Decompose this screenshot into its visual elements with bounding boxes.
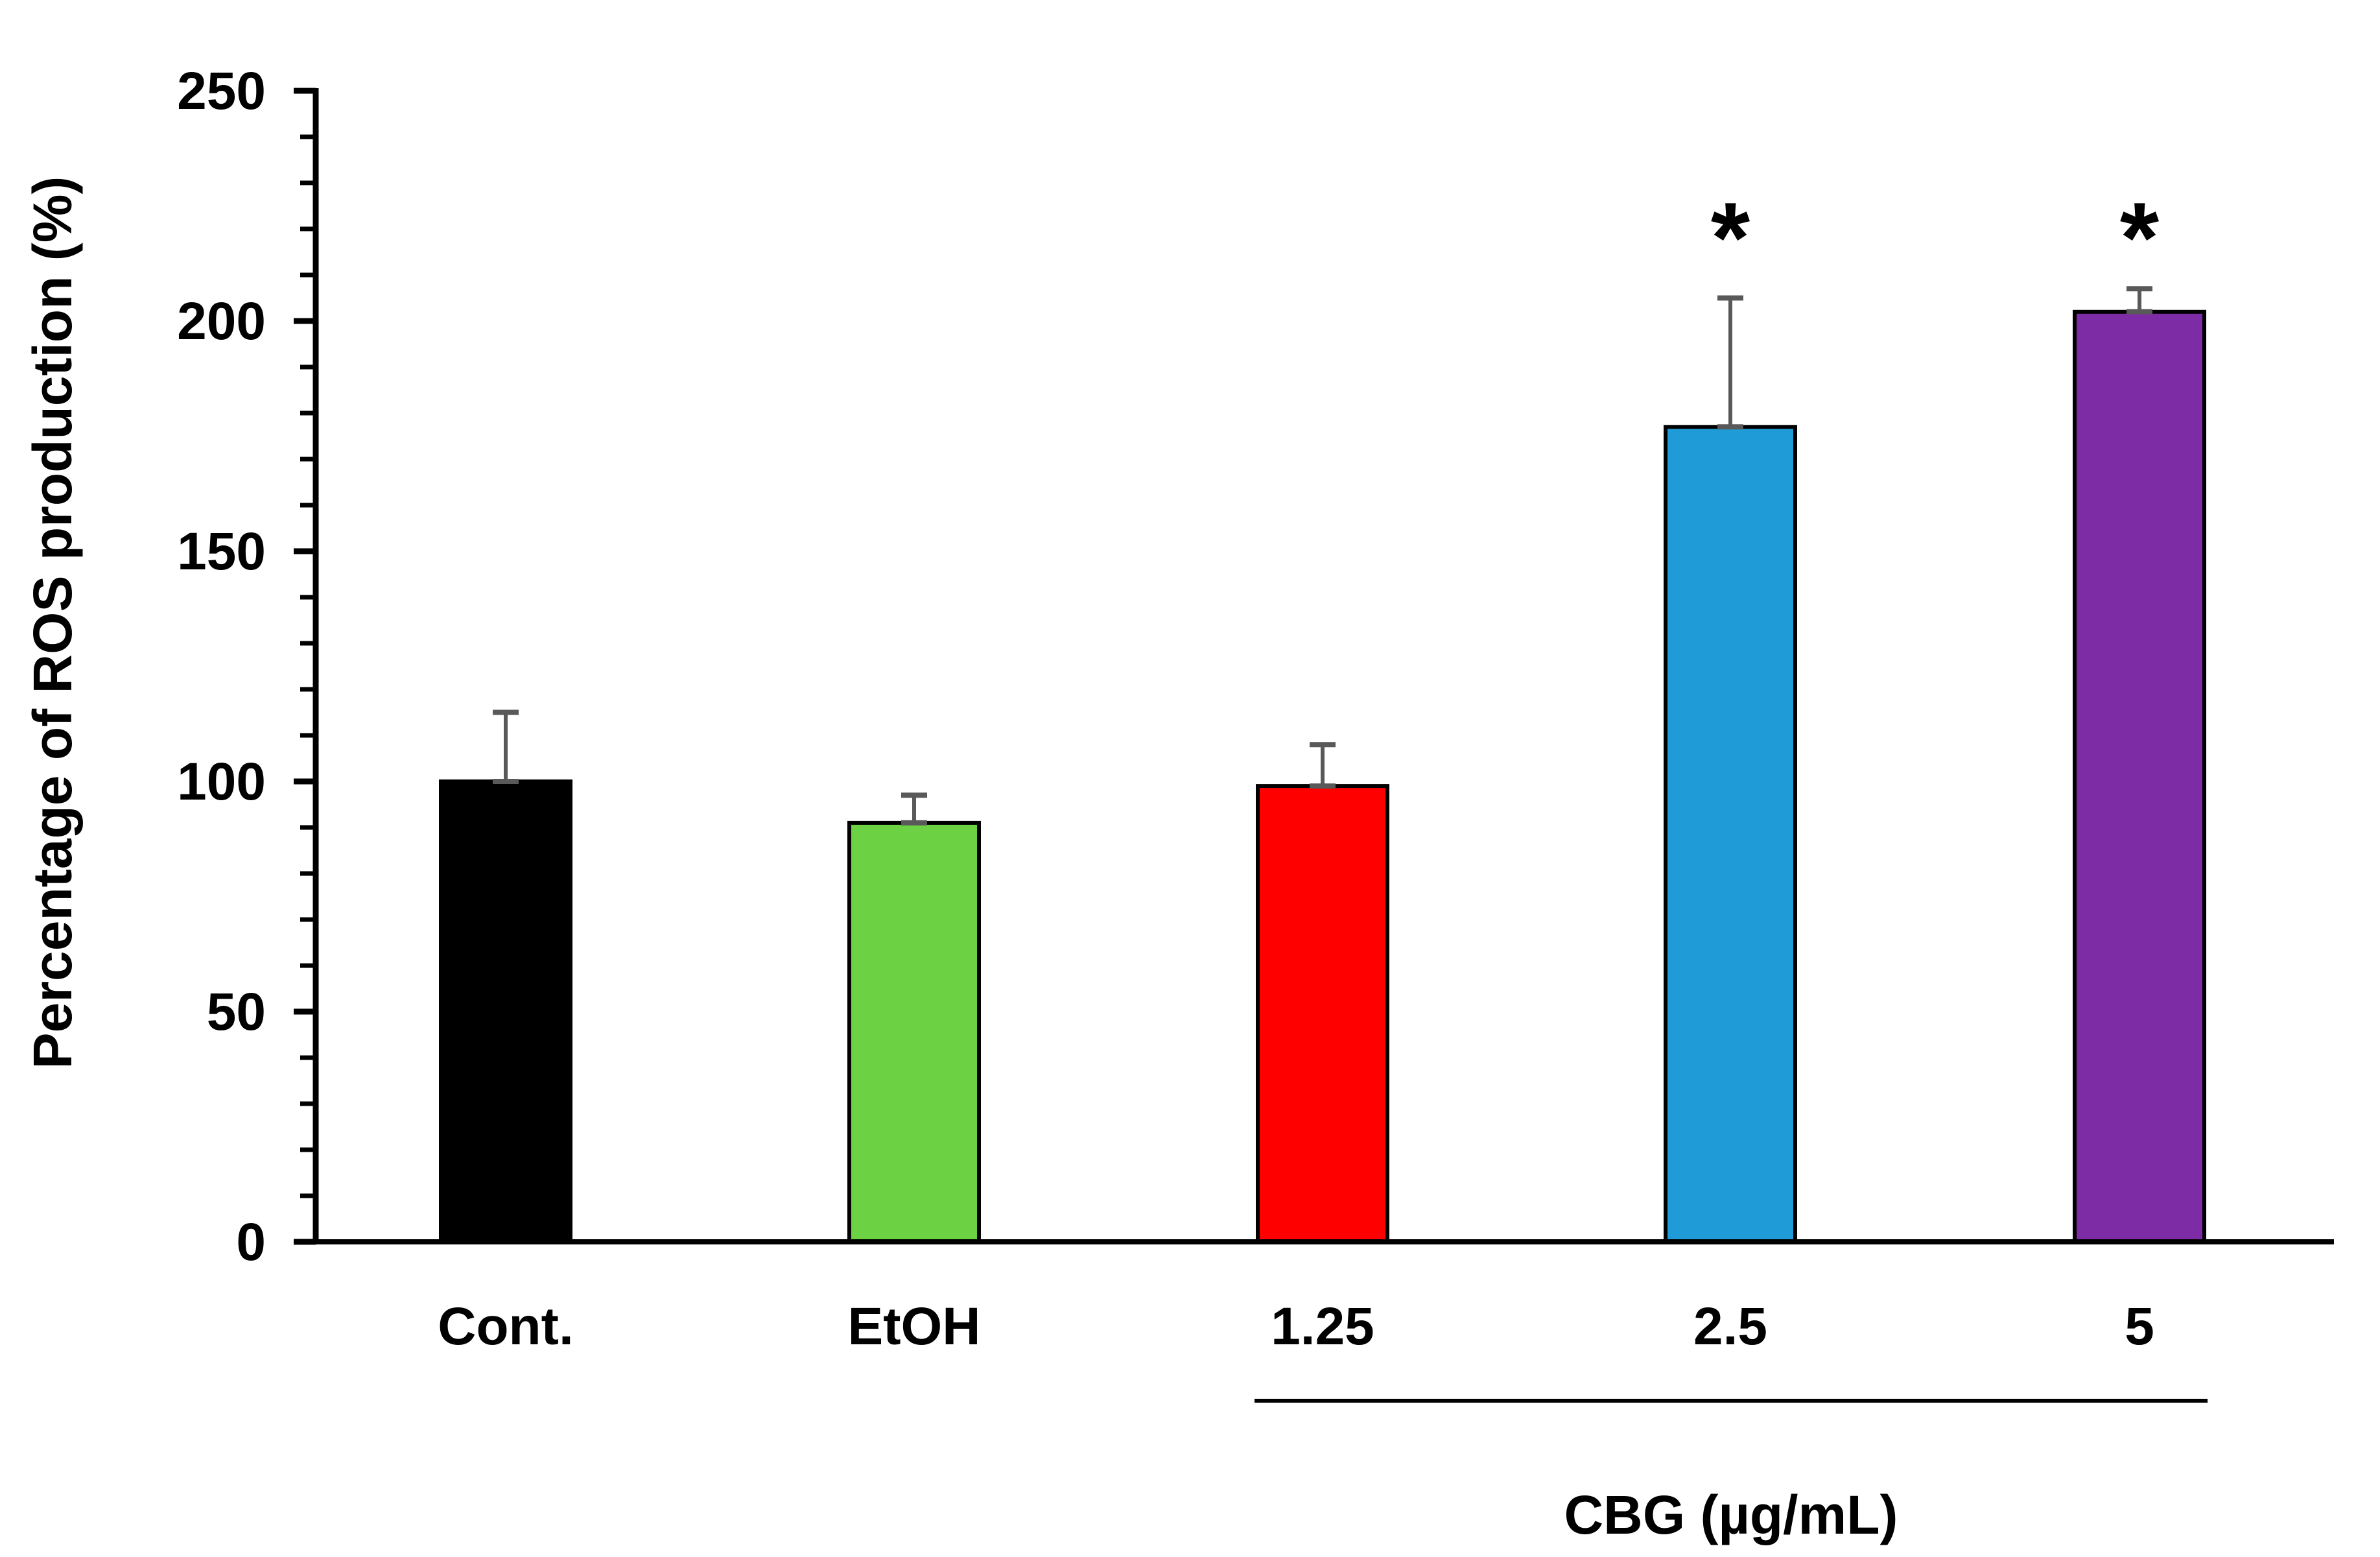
y-tick-label-200: 200 <box>177 292 266 351</box>
bar-1.25 <box>1256 784 1389 1244</box>
y-tick-label-100: 100 <box>177 752 266 811</box>
axes-layer <box>312 88 2334 1403</box>
error-bars-layer <box>493 286 2152 826</box>
significance-marker-5: * <box>2120 182 2160 294</box>
bar-5 <box>2073 309 2206 1244</box>
y-tick-label-50: 50 <box>207 982 266 1041</box>
y-tick-label-0: 0 <box>236 1213 266 1272</box>
bar-EtOH <box>847 820 981 1244</box>
bar-Cont. <box>439 779 572 1244</box>
y-axis-title: Percentage of ROS production (%) <box>22 176 83 1069</box>
bar-2.5 <box>1664 425 1797 1244</box>
x-category-label-Cont.: Cont. <box>438 1297 573 1356</box>
x-category-label-5: 5 <box>2125 1297 2154 1356</box>
group-axis-label: CBG (µg/mL) <box>1564 1484 1898 1545</box>
y-tick-label-250: 250 <box>177 62 266 121</box>
x-category-label-EtOH: EtOH <box>848 1297 981 1356</box>
ticks-layer <box>294 88 316 1245</box>
x-category-label-1.25: 1.25 <box>1271 1297 1374 1356</box>
significance-marker-2.5: * <box>1711 182 1750 294</box>
x-category-label-2.5: 2.5 <box>1693 1297 1767 1356</box>
labels-layer: 0 50 100 150 200 250 Cont. EtOH 1.25 2.5 * 5 * <box>177 62 2160 1356</box>
y-tick-label-150: 150 <box>177 522 266 581</box>
